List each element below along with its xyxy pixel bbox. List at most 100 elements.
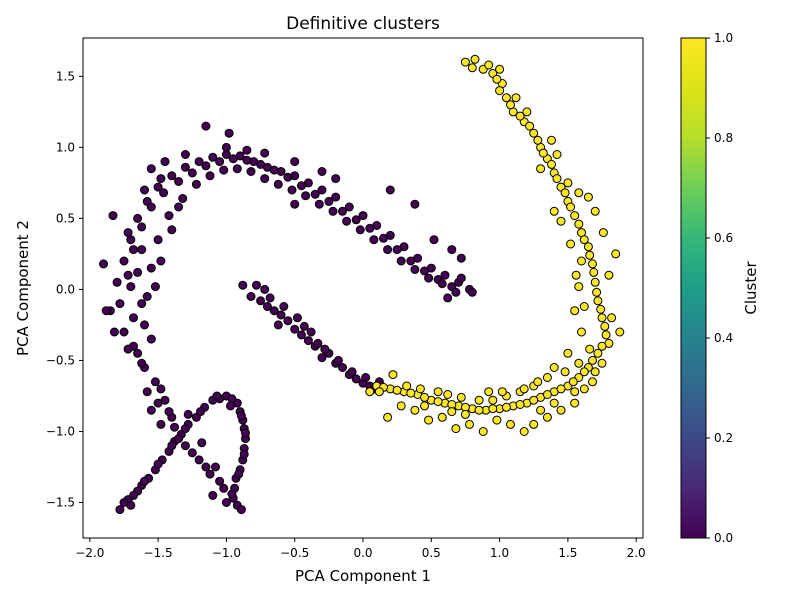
scatter-point-cluster-0	[239, 449, 249, 459]
scatter-point-cluster-1	[447, 407, 457, 417]
scatter-point-cluster-0	[196, 407, 205, 417]
scatter-point-cluster-0	[140, 320, 149, 330]
scatter-point-cluster-0	[129, 313, 138, 323]
scatter-point-cluster-0	[174, 202, 184, 212]
scatter-point-cluster-0	[101, 306, 111, 316]
scatter-point-cluster-1	[556, 384, 566, 394]
scatter-point-cluster-1	[590, 367, 600, 377]
scatter-point-cluster-0	[146, 202, 156, 212]
scatter-point-cluster-1	[566, 202, 576, 212]
x-tick-label: 1.5	[558, 546, 577, 560]
scatter-point-cluster-0	[126, 282, 136, 292]
scatter-point-cluster-0	[201, 462, 211, 472]
scatter-point-cluster-0	[205, 469, 215, 479]
scatter-point-cluster-0	[123, 228, 133, 238]
scatter-point-cluster-0	[443, 293, 453, 303]
scatter-point-cluster-0	[219, 165, 229, 175]
scatter-point-cluster-0	[99, 259, 108, 269]
colorbar-tick-label: 0.8	[714, 131, 733, 145]
scatter-point-cluster-0	[219, 483, 229, 493]
scatter-point-cluster-1	[529, 395, 539, 405]
scatter-point-cluster-0	[333, 355, 343, 365]
scatter-point-cluster-0	[290, 199, 300, 209]
scatter-point-cluster-0	[383, 245, 393, 255]
scatter-point-cluster-0	[142, 292, 152, 301]
scatter-point-cluster-1	[588, 377, 597, 387]
scatter-point-cluster-0	[160, 157, 170, 167]
scatter-point-cluster-0	[256, 296, 266, 306]
scatter-point-cluster-0	[273, 179, 283, 189]
scatter-point-cluster-1	[560, 367, 570, 377]
scatter-point-cluster-0	[153, 459, 163, 469]
scatter-point-cluster-1	[365, 387, 375, 397]
scatter-point-cluster-0	[451, 287, 461, 297]
scatter-point-cluster-0	[358, 211, 368, 221]
scatter-point-cluster-1	[522, 107, 532, 117]
scatter-point-cluster-0	[212, 391, 222, 401]
scatter-point-cluster-1	[460, 57, 470, 67]
scatter-point-cluster-1	[396, 401, 406, 411]
scatter-point-cluster-0	[317, 167, 327, 176]
scatter-point-cluster-0	[303, 336, 313, 346]
scatter-point-cluster-0	[112, 277, 122, 287]
scatter-point-cluster-0	[347, 367, 357, 377]
scatter-point-cluster-0	[197, 438, 207, 448]
x-axis-ticks: −2.0 −1.5 −1.0 −0.5 0.0 0.5 1.0 1.5 2.0	[75, 538, 646, 560]
scatter-point-cluster-0	[320, 344, 330, 354]
scatter-point-cluster-1	[579, 367, 589, 377]
scatter-point-cluster-0	[227, 489, 237, 499]
scatter-point-cluster-0	[447, 245, 457, 255]
scatter-point-cluster-1	[589, 267, 599, 277]
scatter-point-cluster-0	[164, 211, 174, 221]
scatter-point-cluster-0	[224, 128, 234, 138]
scatter-point-cluster-0	[238, 280, 248, 290]
scatter-point-cluster-1	[597, 313, 607, 323]
scatter-point-cluster-1	[549, 398, 559, 408]
scatter-point-cluster-0	[256, 159, 266, 169]
scatter-point-cluster-0	[351, 374, 361, 384]
scatter-point-cluster-1	[519, 427, 529, 436]
scatter-point-cluster-0	[290, 157, 300, 167]
scatter-point-cluster-1	[392, 385, 402, 395]
scatter-point-cluster-0	[108, 211, 118, 221]
scatter-point-cluster-1	[583, 192, 593, 202]
scatter-point-cluster-1	[484, 387, 494, 397]
x-tick-label: −2.0	[75, 546, 104, 560]
y-tick-label: −0.5	[46, 353, 75, 367]
y-tick-label: 1.5	[56, 69, 75, 83]
scatter-point-cluster-1	[585, 344, 595, 354]
scatter-point-cluster-0	[279, 302, 289, 311]
scatter-point-cluster-0	[119, 498, 129, 507]
scatter-point-cluster-0	[328, 206, 338, 216]
scatter-point-cluster-0	[269, 306, 279, 316]
scatter-point-cluster-0	[187, 168, 197, 178]
chart-title: Definitive clusters	[286, 14, 440, 34]
scatter-point-cluster-0	[241, 428, 250, 438]
colorbar	[680, 37, 707, 539]
scatter-point-cluster-1	[579, 384, 589, 394]
scatter-point-cluster-1	[570, 387, 580, 397]
scatter-point-cluster-0	[226, 401, 235, 411]
scatter-point-cluster-0	[129, 490, 138, 500]
y-tick-label: −1.0	[46, 424, 75, 438]
scatter-point-cluster-1	[529, 128, 539, 138]
scatter-point-cluster-0	[351, 215, 361, 225]
scatter-point-cluster-0	[167, 171, 177, 181]
scatter-point-cluster-1	[474, 395, 484, 405]
scatter-point-cluster-1	[549, 206, 559, 216]
scatter-point-cluster-0	[456, 253, 466, 263]
scatter-point-cluster-1	[549, 363, 559, 372]
scatter-point-cluster-1	[374, 387, 384, 397]
scatter-point-cluster-1	[563, 348, 573, 358]
scatter-point-cluster-1	[538, 148, 548, 158]
scatter-point-cluster-0	[133, 348, 143, 358]
colorbar-tick-label: 0.0	[714, 531, 733, 545]
scatter-point-cluster-1	[402, 381, 412, 391]
scatter-point-cluster-0	[260, 174, 270, 184]
scatter-point-cluster-0	[252, 280, 261, 290]
scatter-point-cluster-1	[585, 250, 595, 260]
scatter-point-cluster-0	[283, 316, 293, 326]
scatter-point-cluster-1	[604, 270, 614, 280]
scatter-point-cluster-1	[552, 150, 562, 159]
scatter-point-cluster-1	[470, 54, 480, 64]
